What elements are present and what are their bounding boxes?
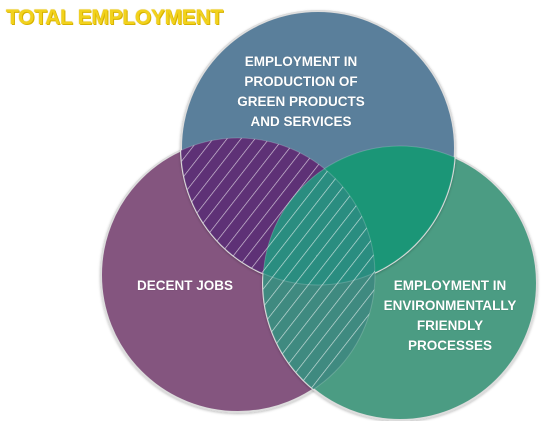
label-line: PROCESSES [407, 338, 493, 353]
label-line: PRODUCTION OF [244, 74, 358, 89]
label-green-products: EMPLOYMENT IN PRODUCTION OF GREEN PRODUC… [206, 52, 396, 132]
overlap-center [263, 146, 375, 285]
label-line: DECENT JOBS [136, 278, 234, 293]
label-line: EMPLOYMENT IN [393, 278, 507, 293]
label-line: AND SERVICES [250, 114, 352, 129]
diagram-title: TOTAL EMPLOYMENT [6, 6, 223, 29]
label-friendly-processes: EMPLOYMENT IN ENVIRONMENTALLY FRIENDLY P… [366, 276, 534, 356]
label-line: ENVIRONMENTALLY [383, 298, 517, 313]
label-line: EMPLOYMENT IN [244, 54, 358, 69]
label-line: GREEN PRODUCTS [237, 94, 365, 109]
label-decent-jobs: DECENT JOBS [110, 276, 260, 296]
label-line: FRIENDLY [416, 318, 484, 333]
